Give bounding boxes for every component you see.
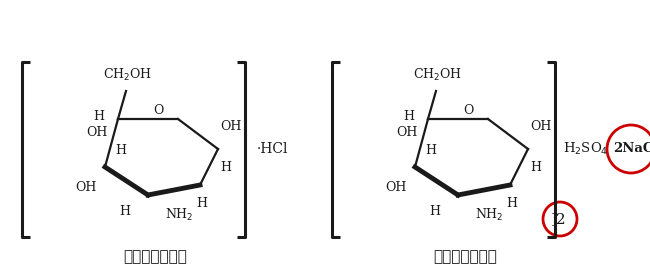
Text: H: H	[506, 197, 517, 210]
Text: H: H	[403, 111, 414, 124]
Text: H: H	[429, 205, 440, 218]
Text: H: H	[196, 197, 207, 210]
Text: OH: OH	[396, 127, 417, 139]
Text: CH$_2$OH: CH$_2$OH	[103, 67, 153, 83]
Text: OH: OH	[530, 120, 551, 133]
Text: 盐酸氨基葡萄糖: 盐酸氨基葡萄糖	[123, 249, 187, 264]
Text: OH: OH	[220, 120, 241, 133]
Text: H$_2$SO$_4$: H$_2$SO$_4$	[563, 141, 608, 157]
Text: OH: OH	[75, 181, 97, 194]
Text: NH$_2$: NH$_2$	[474, 207, 503, 223]
Text: ]2: ]2	[551, 212, 567, 226]
Text: ·HCl: ·HCl	[257, 142, 289, 156]
Text: O: O	[153, 104, 163, 117]
Text: H: H	[119, 205, 130, 218]
Text: 2NaCl: 2NaCl	[613, 143, 650, 155]
Text: OH: OH	[385, 181, 407, 194]
Text: 硫酸氨基葡萄糖: 硫酸氨基葡萄糖	[433, 249, 497, 264]
Text: OH: OH	[86, 127, 107, 139]
Text: H: H	[116, 144, 127, 158]
Text: H: H	[220, 161, 231, 174]
Text: H: H	[530, 161, 541, 174]
Text: CH$_2$OH: CH$_2$OH	[413, 67, 463, 83]
Text: H: H	[426, 144, 437, 158]
Text: O: O	[463, 104, 473, 117]
Text: H: H	[93, 111, 104, 124]
Text: NH$_2$: NH$_2$	[164, 207, 193, 223]
